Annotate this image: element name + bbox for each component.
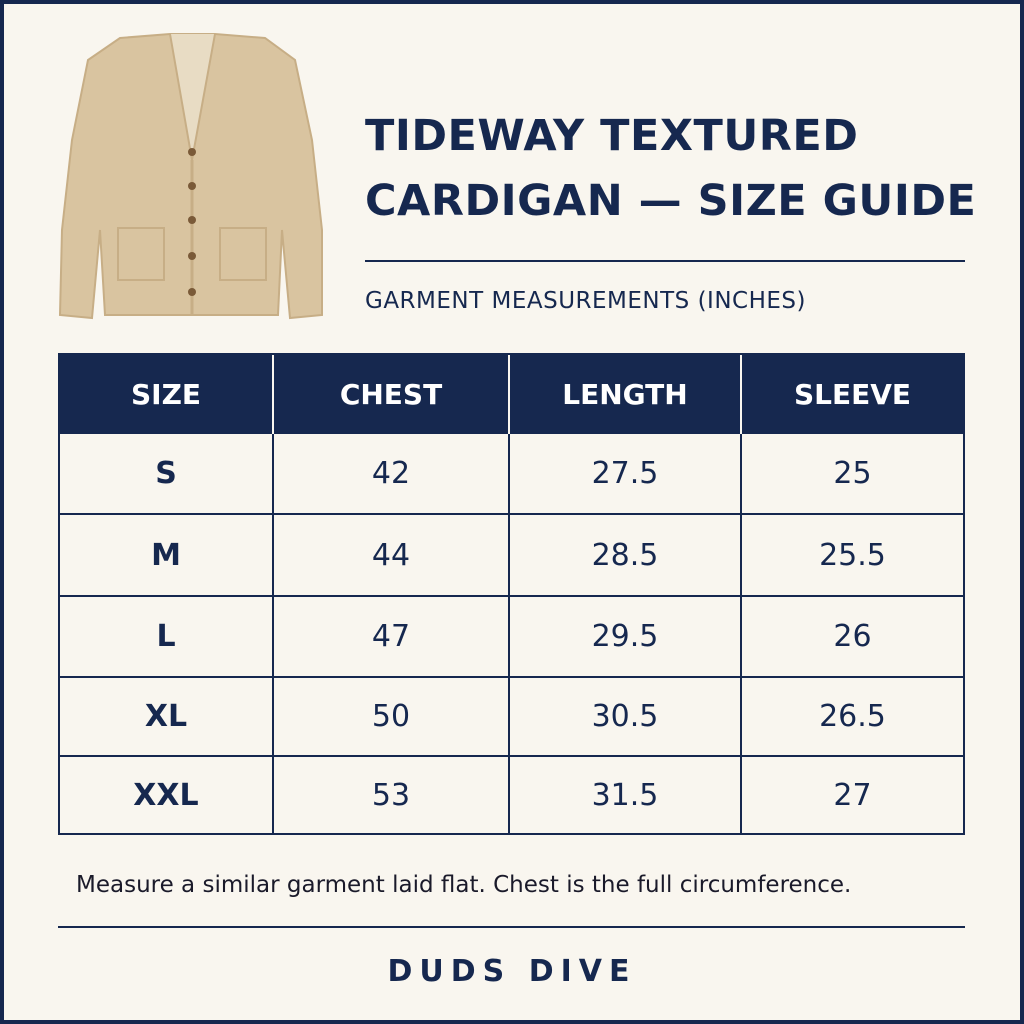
- divider: [365, 260, 965, 262]
- size-label: XL: [60, 678, 274, 757]
- measurement: 47: [274, 597, 510, 678]
- column-header: LENGTH: [510, 355, 742, 434]
- size-label: M: [60, 515, 274, 597]
- measurement: 25.5: [742, 515, 963, 597]
- measurement: 27.5: [510, 434, 742, 515]
- divider: [58, 926, 965, 928]
- subtitle: GARMENT MEASUREMENTS (INCHES): [365, 288, 806, 314]
- measurement: 50: [274, 678, 510, 757]
- measurement: 29.5: [510, 597, 742, 678]
- size-table: SIZE CHEST LENGTH SLEEVE S 42 27.5 25 M 44 28.5 25.…: [58, 353, 965, 835]
- measurement: 31.5: [510, 757, 742, 833]
- title-line: CARDIGAN — SIZE GUIDE: [365, 176, 977, 226]
- measurement: 42: [274, 434, 510, 515]
- measurement: 26: [742, 597, 963, 678]
- measurement: 28.5: [510, 515, 742, 597]
- size-label: XXL: [60, 757, 274, 833]
- column-header: CHEST: [274, 355, 510, 434]
- size-label: L: [60, 597, 274, 678]
- measurement: 25: [742, 434, 963, 515]
- title-line: TIDEWAY TEXTURED: [365, 111, 859, 161]
- measurement: 30.5: [510, 678, 742, 757]
- column-header: SIZE: [60, 355, 274, 434]
- measurement: 53: [274, 757, 510, 833]
- note: Measure a similar garment laid flat. Che…: [76, 872, 852, 898]
- brand: DUDS DIVE: [387, 954, 637, 989]
- measurement: 27: [833, 777, 872, 813]
- size-label: S: [60, 434, 274, 515]
- column-header: SLEEVE: [742, 355, 963, 434]
- measurement: 44: [274, 515, 510, 597]
- measurement: 26.5: [742, 678, 963, 757]
- cardigan-image: [58, 33, 323, 320]
